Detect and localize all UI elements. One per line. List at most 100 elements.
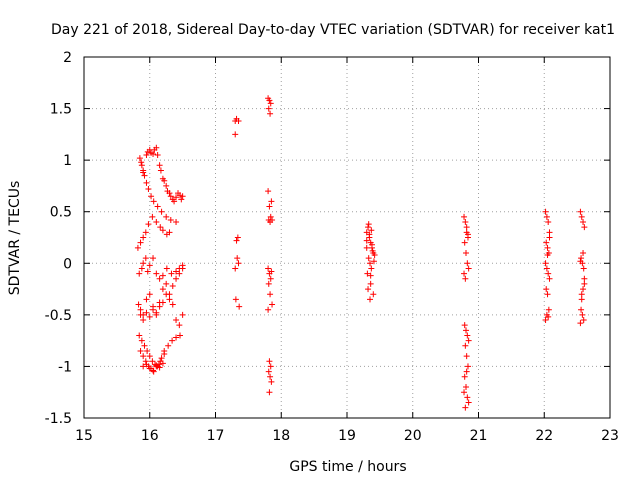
data-point <box>140 234 147 241</box>
data-point <box>163 182 170 189</box>
data-points <box>134 95 588 411</box>
x-tick-label: 18 <box>272 428 290 444</box>
data-point <box>367 272 374 279</box>
data-point <box>580 249 587 256</box>
data-point <box>232 265 239 272</box>
data-point <box>581 275 588 282</box>
data-point <box>268 198 275 205</box>
data-point <box>544 252 551 259</box>
data-point <box>167 216 174 223</box>
data-point <box>578 213 585 220</box>
data-point <box>542 208 549 215</box>
data-point <box>166 296 173 303</box>
data-point <box>464 332 471 339</box>
data-point <box>138 337 145 344</box>
data-point <box>462 342 469 349</box>
data-point <box>146 262 153 269</box>
data-point <box>161 177 168 184</box>
data-point <box>137 306 144 313</box>
y-tick-label: -1 <box>58 359 72 375</box>
data-point <box>146 291 153 298</box>
data-point <box>578 255 585 262</box>
data-point <box>267 213 274 220</box>
data-point <box>148 193 155 200</box>
data-point <box>369 247 376 254</box>
data-point <box>267 110 274 117</box>
data-point <box>266 203 273 210</box>
data-point <box>153 311 160 318</box>
data-point <box>461 322 468 329</box>
data-point <box>371 252 378 259</box>
data-point <box>145 186 152 193</box>
y-axis-label: SDTVAR / TECUs <box>7 181 23 296</box>
data-point <box>545 270 552 277</box>
x-tick-label: 19 <box>338 428 356 444</box>
data-point <box>463 384 470 391</box>
data-point <box>143 179 150 186</box>
data-point <box>144 268 151 275</box>
data-point <box>150 367 157 374</box>
data-point <box>176 270 183 277</box>
data-point <box>265 265 272 272</box>
data-point <box>140 317 147 324</box>
data-point <box>146 365 153 372</box>
data-point <box>367 280 374 287</box>
data-point <box>178 196 185 203</box>
data-point <box>176 332 183 339</box>
x-tick-labels: 15 16 17 18 19 20 21 22 23 <box>75 428 619 444</box>
data-point <box>461 270 468 277</box>
data-point <box>368 227 375 234</box>
data-point <box>577 208 584 215</box>
data-point <box>153 219 160 226</box>
data-point <box>580 265 587 272</box>
data-point <box>365 255 372 262</box>
data-point <box>159 272 166 279</box>
data-point <box>176 322 183 329</box>
data-point <box>158 355 165 362</box>
data-point <box>140 353 147 360</box>
data-point <box>463 327 470 334</box>
data-point <box>179 265 186 272</box>
data-point <box>267 291 274 298</box>
data-point <box>580 219 587 226</box>
data-point <box>545 306 552 313</box>
data-point <box>543 286 550 293</box>
data-point <box>142 358 149 365</box>
data-point <box>163 291 170 298</box>
data-point <box>173 317 180 324</box>
data-point <box>465 399 472 406</box>
data-point <box>144 347 151 354</box>
data-point <box>156 162 163 169</box>
y-tick-label: 0 <box>63 256 72 272</box>
data-point <box>265 188 272 195</box>
data-point <box>146 313 153 320</box>
data-point <box>159 227 166 234</box>
data-point <box>370 258 377 265</box>
data-point <box>143 309 150 316</box>
data-point <box>134 244 141 251</box>
data-point <box>370 291 377 298</box>
data-point <box>167 193 174 200</box>
data-point <box>544 244 551 251</box>
data-point <box>461 373 468 380</box>
data-point <box>165 342 172 349</box>
data-point <box>234 234 241 241</box>
data-point <box>150 368 157 375</box>
data-point <box>234 255 241 262</box>
y-tick-labels: -1.5 -1 -0.5 0 0.5 1 1.5 2 <box>45 50 72 427</box>
data-point <box>464 363 471 370</box>
data-point <box>150 198 157 205</box>
data-point <box>461 213 468 220</box>
data-point <box>179 311 186 318</box>
data-point <box>577 320 584 327</box>
data-point <box>163 213 170 220</box>
data-point <box>138 265 145 272</box>
data-point <box>577 258 584 265</box>
grid <box>84 57 610 418</box>
data-point <box>363 244 370 251</box>
data-point <box>149 213 156 220</box>
data-point <box>156 303 163 310</box>
data-point <box>141 342 148 349</box>
data-point <box>464 260 471 267</box>
